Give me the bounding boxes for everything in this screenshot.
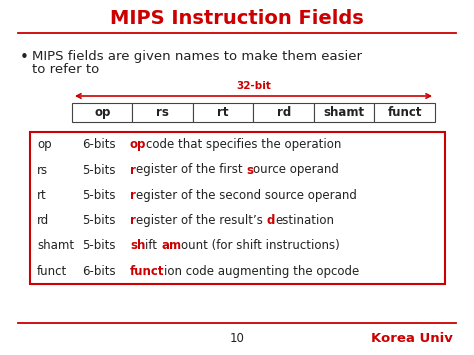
Text: funct: funct [388, 106, 422, 119]
Text: 5-bits: 5-bits [82, 164, 116, 176]
Text: egister of the first: egister of the first [136, 164, 246, 176]
Text: 10: 10 [229, 332, 245, 345]
Text: estination: estination [275, 214, 334, 227]
Text: 6-bits: 6-bits [82, 138, 116, 151]
Text: egister of the second source operand: egister of the second source operand [136, 189, 357, 202]
Text: rs: rs [37, 164, 48, 176]
Text: Korea Univ: Korea Univ [371, 332, 453, 345]
Bar [374, 103, 435, 122]
Text: funct: funct [37, 265, 67, 278]
Bar [314, 103, 374, 122]
Text: op: op [37, 138, 52, 151]
Text: op: op [130, 138, 146, 151]
Text: rs: rs [156, 106, 169, 119]
Text: ift: ift [146, 240, 161, 252]
Text: 32-bit: 32-bit [236, 81, 271, 91]
Text: rt: rt [37, 189, 47, 202]
Text: rt: rt [218, 106, 229, 119]
Text: op: op [94, 106, 110, 119]
Text: to refer to: to refer to [32, 63, 99, 76]
Text: 5-bits: 5-bits [82, 214, 116, 227]
Text: MIPS Instruction Fields: MIPS Instruction Fields [110, 9, 364, 27]
Text: •: • [20, 50, 29, 65]
Text: ount (for shift instructions): ount (for shift instructions) [181, 240, 340, 252]
Text: code that specifies the operation: code that specifies the operation [146, 138, 342, 151]
Text: rd: rd [277, 106, 291, 119]
Bar [133, 103, 193, 122]
Text: shamt: shamt [37, 240, 74, 252]
Text: ource operand: ource operand [253, 164, 339, 176]
Text: am: am [161, 240, 181, 252]
Text: 5-bits: 5-bits [82, 189, 116, 202]
Bar [72, 103, 133, 122]
Text: d: d [266, 214, 275, 227]
Text: funct: funct [130, 265, 164, 278]
Text: 5-bits: 5-bits [82, 240, 116, 252]
Text: shamt: shamt [324, 106, 365, 119]
Text: 6-bits: 6-bits [82, 265, 116, 278]
Bar [30, 132, 445, 284]
Text: egister of the result’s: egister of the result’s [136, 214, 266, 227]
Text: r: r [130, 214, 136, 227]
Text: rd: rd [37, 214, 49, 227]
Text: MIPS fields are given names to make them easier: MIPS fields are given names to make them… [32, 50, 362, 63]
Text: r: r [130, 164, 136, 176]
Text: s: s [246, 164, 253, 176]
Bar [193, 103, 254, 122]
Text: sh: sh [130, 240, 146, 252]
Bar [254, 103, 314, 122]
Text: ion code augmenting the opcode: ion code augmenting the opcode [164, 265, 360, 278]
Text: r: r [130, 189, 136, 202]
